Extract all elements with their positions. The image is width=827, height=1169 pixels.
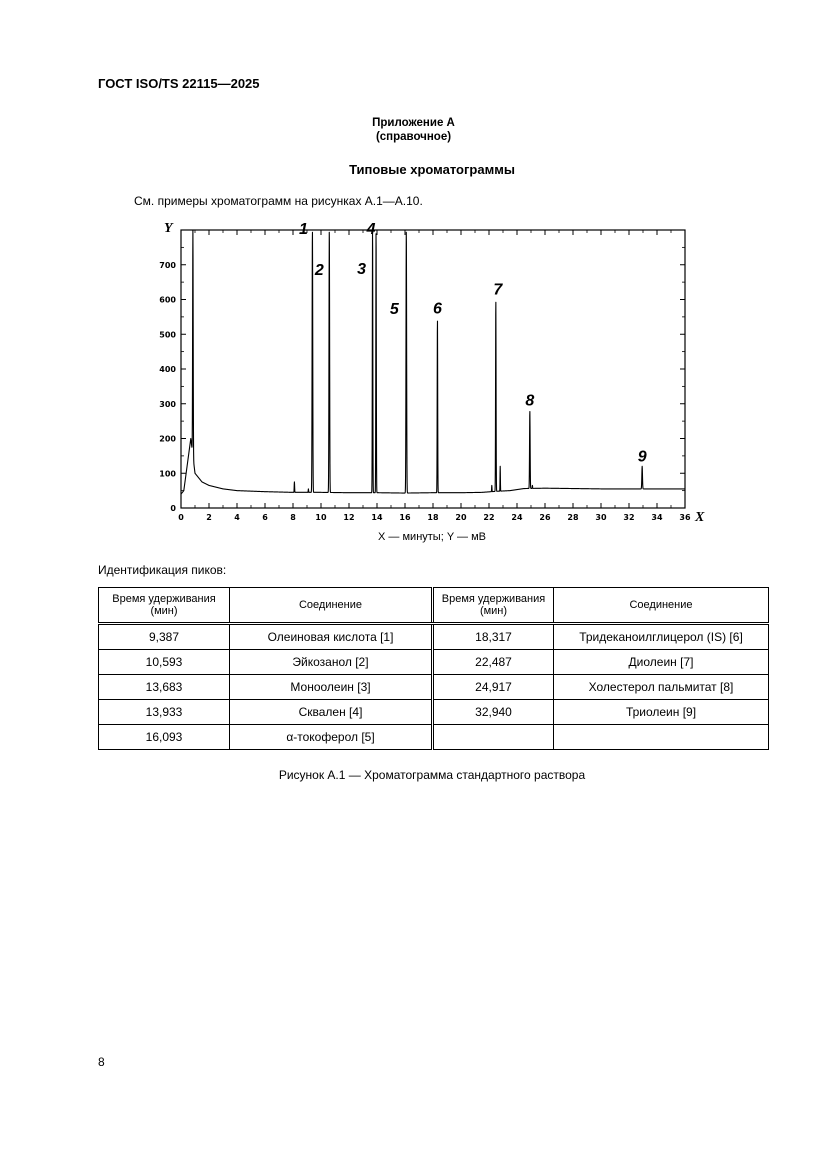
table-cell: 32,940 bbox=[431, 699, 554, 725]
table-cell: Эйкозанол [2] bbox=[229, 649, 433, 675]
x-tick-label: 20 bbox=[455, 513, 467, 522]
x-axis-name: X bbox=[694, 510, 705, 525]
header-compound: Соединение bbox=[553, 587, 769, 625]
y-tick-label: 500 bbox=[159, 330, 176, 339]
table-row: 13,683 Моноолеин [3] 24,917 Холестерол п… bbox=[98, 674, 769, 700]
y-tick-label: 400 bbox=[159, 365, 176, 374]
table-cell: 22,487 bbox=[431, 649, 554, 675]
x-tick-label: 26 bbox=[539, 513, 551, 522]
annex-title: Приложение А bbox=[372, 117, 455, 129]
peak-label: 3 bbox=[357, 261, 366, 278]
x-tick-label: 30 bbox=[595, 513, 607, 522]
table-row: 9,387 Олеиновая кислота [1] 18,317 Триде… bbox=[98, 623, 769, 650]
x-tick-label: 14 bbox=[371, 513, 383, 522]
table-cell: 18,317 bbox=[431, 623, 554, 650]
annex-subtitle: (справочное) bbox=[375, 131, 452, 143]
y-tick-label: 600 bbox=[159, 296, 176, 305]
annex-heading: Приложение А (справочное) bbox=[0, 116, 827, 144]
table-cell: Триолеин [9] bbox=[553, 699, 769, 725]
x-tick-label: 34 bbox=[651, 513, 663, 522]
x-tick-label: 10 bbox=[315, 513, 327, 522]
x-tick-label: 2 bbox=[206, 513, 212, 522]
table-cell: 13,933 bbox=[98, 699, 230, 725]
table-row: 16,093 α-токоферол [5] bbox=[98, 724, 769, 750]
table-row: 13,933 Сквален [4] 32,940 Триолеин [9] bbox=[98, 699, 769, 725]
header-retention-time: Время удерживания (мин) bbox=[431, 587, 554, 625]
peaks-table: Время удерживания (мин) Соединение Время… bbox=[98, 587, 769, 750]
table-cell: Моноолеин [3] bbox=[229, 674, 433, 700]
peaks-identification-label: Идентификация пиков: bbox=[98, 563, 227, 577]
peak-label: 7 bbox=[493, 282, 503, 299]
table-cell: 13,683 bbox=[98, 674, 230, 700]
x-tick-label: 6 bbox=[262, 513, 268, 522]
x-tick-label: 28 bbox=[567, 513, 579, 522]
y-tick-label: 200 bbox=[159, 435, 176, 444]
x-tick-label: 12 bbox=[343, 513, 354, 522]
y-tick-label: 300 bbox=[159, 400, 176, 409]
header-retention-time: Время удерживания (мин) bbox=[98, 587, 230, 625]
section-title: Типовые хроматограммы bbox=[349, 162, 515, 177]
peak-label: 6 bbox=[433, 301, 442, 318]
y-axis-name: Y bbox=[164, 221, 174, 236]
table-cell bbox=[553, 724, 769, 750]
figure-caption: Рисунок А.1 — Хроматограмма стандартного… bbox=[278, 768, 586, 782]
plot-frame bbox=[180, 229, 686, 509]
y-tick-label: 100 bbox=[159, 469, 176, 478]
peak-label: 4 bbox=[366, 221, 376, 238]
signal-trace bbox=[180, 229, 686, 495]
table-cell: Диолеин [7] bbox=[553, 649, 769, 675]
table-cell: 16,093 bbox=[98, 724, 230, 750]
x-tick-label: 18 bbox=[427, 513, 439, 522]
peak-label: 9 bbox=[638, 448, 647, 465]
table-cell: 24,917 bbox=[431, 674, 554, 700]
table-cell: Холестерол пальмитат [8] bbox=[553, 674, 769, 700]
table-cell: α-токоферол [5] bbox=[229, 724, 433, 750]
peak-label: 5 bbox=[390, 301, 400, 318]
axis-caption: X — минуты; Y — мВ bbox=[378, 531, 486, 543]
peak-label: 2 bbox=[314, 262, 324, 279]
x-tick-label: 0 bbox=[178, 513, 184, 522]
x-tick-label: 8 bbox=[290, 513, 296, 522]
x-tick-label: 36 bbox=[679, 513, 691, 522]
table-cell bbox=[431, 724, 554, 750]
peak-label: 1 bbox=[299, 221, 308, 238]
header-compound: Соединение bbox=[229, 587, 433, 625]
table-cell: Олеиновая кислота [1] bbox=[229, 623, 433, 650]
peak-label: 8 bbox=[525, 393, 534, 410]
x-tick-label: 22 bbox=[483, 513, 494, 522]
x-tick-label: 32 bbox=[623, 513, 634, 522]
chromatogram-chart: 0 2 4 6 8 10 12 14 16 18 20 22 24 26 28 30 32 34 360100200… bbox=[159, 221, 705, 525]
x-tick-label: 24 bbox=[511, 513, 523, 522]
table-cell: 10,593 bbox=[98, 649, 230, 675]
table-cell: Сквален [4] bbox=[229, 699, 433, 725]
x-tick-label: 4 bbox=[234, 513, 240, 522]
table-row: 10,593 Эйкозанол [2] 22,487 Диолеин [7] bbox=[98, 649, 769, 675]
intro-text: См. примеры хроматограмм на рисунках А.1… bbox=[134, 194, 423, 208]
document-code: ГОСТ ISO/TS 22115—2025 bbox=[98, 76, 260, 91]
y-tick-label: 700 bbox=[159, 261, 176, 270]
y-tick-label: 0 bbox=[170, 504, 176, 513]
table-cell: 9,387 bbox=[98, 623, 230, 650]
table-cell: Тридеканоилглицерол (IS) [6] bbox=[553, 623, 769, 650]
page-number: 8 bbox=[98, 1055, 105, 1069]
x-tick-label: 16 bbox=[399, 513, 411, 522]
table-header-row: Время удерживания (мин) Соединение Время… bbox=[98, 587, 769, 625]
